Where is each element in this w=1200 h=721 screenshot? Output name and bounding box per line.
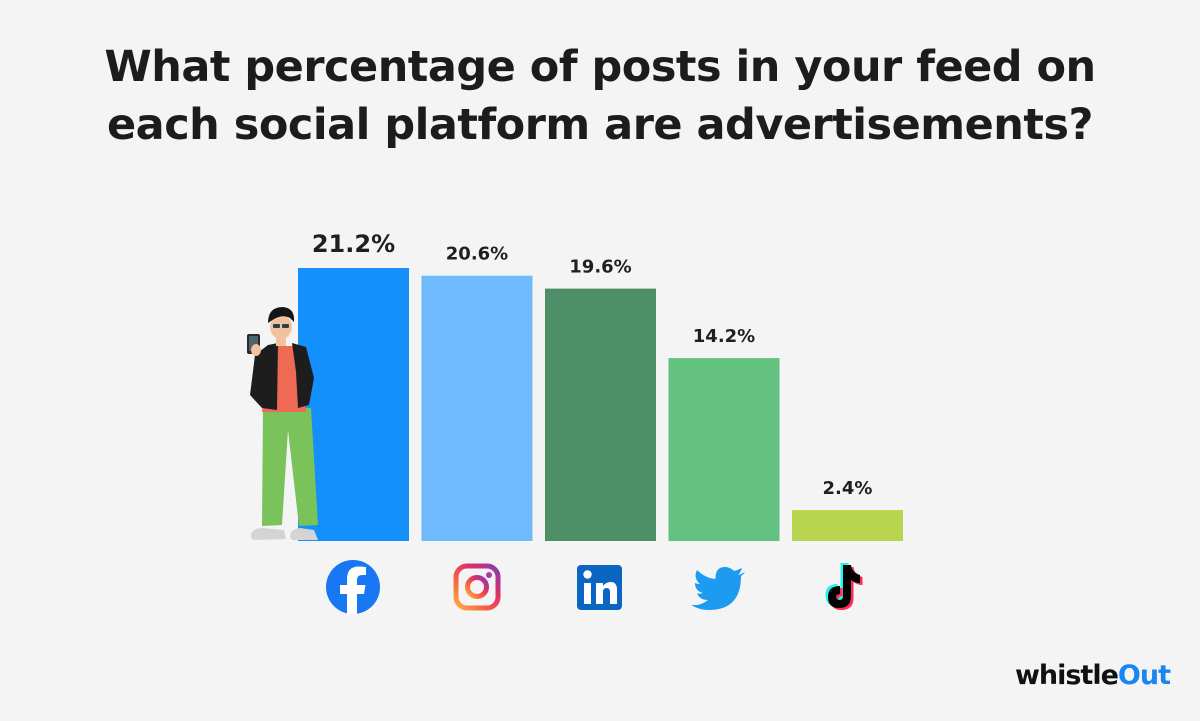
- person-illustration: [247, 307, 318, 540]
- value-label-instagram: 20.6%: [446, 244, 508, 265]
- value-label-linkedin: 19.6%: [569, 257, 631, 278]
- logo-part-out: Out: [1117, 660, 1171, 691]
- logo-part-whistle: whistle: [1014, 660, 1119, 691]
- title-line-1: What percentage of posts in your feed on: [104, 42, 1096, 92]
- bar-linkedin: [545, 288, 656, 541]
- facebook-icon: [326, 560, 380, 614]
- bar-instagram: [421, 275, 533, 541]
- value-labels-layer: 21.2% 20.6% 19.6% 14.2% 2.4%: [312, 230, 873, 499]
- whistleout-logo: whistleOut: [1014, 660, 1171, 691]
- instagram-icon: [453, 563, 501, 611]
- title-line-2: each social platform are advertisements?: [107, 100, 1093, 150]
- bar-tiktok: [792, 510, 903, 541]
- chart-title: What percentage of posts in your feed on…: [0, 38, 1200, 154]
- tiktok-icon: [825, 563, 863, 610]
- value-label-facebook: 21.2%: [312, 230, 395, 258]
- twitter-icon: [691, 567, 745, 610]
- linkedin-icon: [577, 565, 622, 610]
- bar-twitter: [668, 358, 780, 541]
- value-label-twitter: 14.2%: [693, 326, 755, 347]
- bar-facebook: [298, 268, 409, 541]
- bars-layer: [298, 268, 903, 541]
- value-label-tiktok: 2.4%: [823, 478, 873, 499]
